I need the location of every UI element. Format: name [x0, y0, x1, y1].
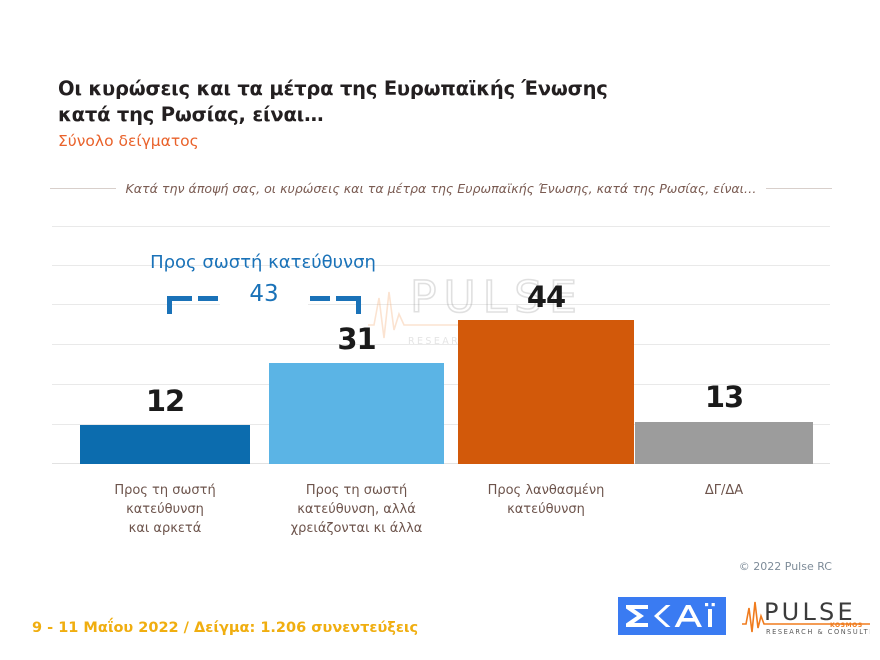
bar-chart: PULSE KOSMOS RESEARCH & CONSULTING 12 31…: [0, 220, 880, 470]
question-text: Κατά την άποψή σας, οι κυρώσεις και τα μ…: [125, 181, 757, 196]
category-label-2: Προς λανθασμένη κατεύθυνση: [452, 481, 640, 519]
category-label-0: Προς τη σωστή κατεύθυνση και αρκετά: [80, 481, 250, 538]
footer-logos: PULSE KOSMOS RESEARCH & CONSULTING: [618, 592, 880, 640]
pulse-logo-tagline: RESEARCH & CONSULTING: [766, 628, 870, 636]
skai-logo: [618, 597, 726, 635]
bar-3[interactable]: [635, 422, 813, 464]
page-title-line-1: Οι κυρώσεις και τα μέτρα της Ευρωπαϊκής …: [58, 77, 608, 100]
bar-value-3: 13: [704, 380, 744, 414]
category-label-0-line-0: Προς τη σωστή: [114, 483, 216, 498]
pulse-waveform-icon: [742, 601, 870, 633]
pulse-logo: PULSE KOSMOS RESEARCH & CONSULTING: [742, 596, 880, 636]
page-title-line-2: κατά της Ρωσίας, είναι…: [58, 103, 324, 126]
bar-value-2: 44: [526, 280, 566, 314]
pulse-logo-wordmark: PULSE: [764, 598, 856, 626]
bar-value-0: 12: [145, 384, 185, 418]
category-label-2-line-1: κατεύθυνση: [507, 502, 585, 517]
category-label-0-line-1: κατεύθυνση: [126, 502, 204, 517]
pulse-logo-icon: PULSE KOSMOS RESEARCH & CONSULTING: [742, 598, 880, 636]
subtitle: Σύνολο δείγματος: [58, 132, 199, 150]
bar-0[interactable]: [80, 425, 250, 464]
question-rule-right: [765, 188, 833, 189]
skai-logo-icon: [626, 603, 715, 627]
category-label-0-line-2: και αρκετά: [128, 521, 202, 536]
question-strip: Κατά την άποψή σας, οι κυρώσεις και τα μ…: [50, 181, 833, 196]
category-label-1-line-1: κατεύθυνση, αλλά: [297, 502, 416, 517]
gridline: [52, 344, 830, 345]
category-label-2-line-0: Προς λανθασμένη: [487, 483, 605, 498]
bracket-dash: [198, 296, 218, 301]
bracket-cap-right: [356, 296, 361, 314]
bar-series: 12 31 44 13: [0, 220, 880, 464]
category-label-1: Προς τη σωστή κατεύθυνση, αλλά χρειάζοντ…: [261, 481, 452, 538]
bracket-cap-left: [167, 296, 172, 314]
question-rule-left: [50, 188, 117, 189]
bar-1[interactable]: [269, 363, 444, 464]
annotation-label: Προς σωστή κατεύθυνση: [150, 252, 376, 273]
annotation-value: 43: [220, 281, 308, 307]
bracket-dash: [310, 296, 330, 301]
category-label-3-line-0: ΔΓ/ΔΑ: [704, 483, 744, 498]
bracket-dash: [172, 296, 192, 301]
fieldwork-date-sample: 9 - 11 Μαΐου 2022 / Δείγμα: 1.206 συνεντ…: [32, 620, 419, 636]
category-label-1-line-2: χρειάζονται κι άλλα: [290, 521, 423, 536]
bar-2[interactable]: [458, 320, 634, 464]
bracket-dash: [336, 296, 356, 301]
gridline: [52, 304, 830, 305]
category-label-3: ΔΓ/ΔΑ: [635, 481, 813, 500]
gridline: [52, 265, 830, 266]
gridline: [52, 226, 830, 227]
category-label-1-line-0: Προς τη σωστή: [305, 483, 408, 498]
pulse-logo-kosmos: KOSMOS: [830, 622, 863, 629]
bar-value-1: 31: [337, 322, 376, 356]
chart-header: Οι κυρώσεις και τα μέτρα της Ευρωπαϊκής …: [58, 76, 758, 152]
copyright-text: © 2022 Pulse RC: [738, 560, 832, 573]
